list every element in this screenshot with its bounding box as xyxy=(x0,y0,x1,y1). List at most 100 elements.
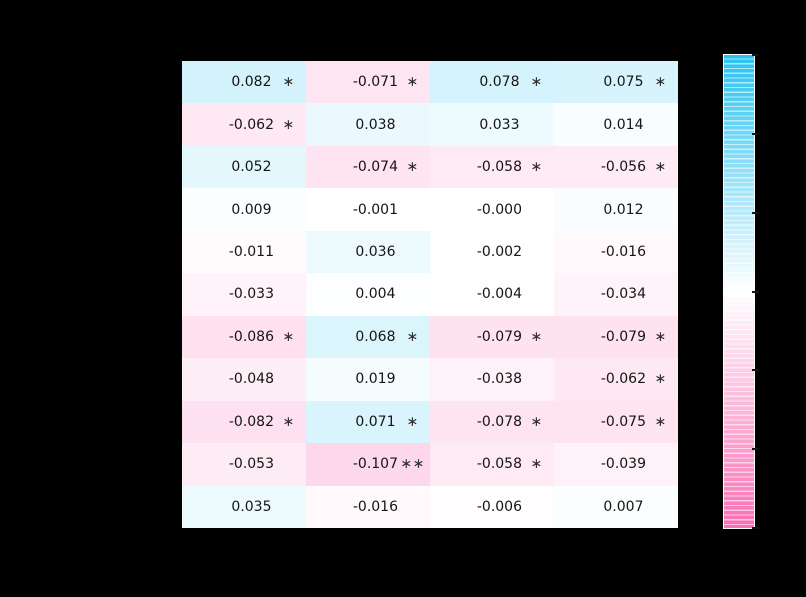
heatmap-cell: -0.011 xyxy=(182,230,306,274)
heatmap-cell: 0.082 ∗ xyxy=(182,61,306,104)
colorbar-tick xyxy=(751,448,759,451)
cell-value: -0.034 xyxy=(600,286,647,303)
cell-value: 0.078 xyxy=(479,74,520,91)
cell-value: 0.071 xyxy=(355,413,396,430)
heatmap-cell: 0.078 ∗ xyxy=(430,61,554,104)
heatmap-cell: -0.075 ∗ xyxy=(554,400,678,444)
significance-stars: ∗ xyxy=(530,159,543,176)
cell-value: 0.036 xyxy=(355,244,396,261)
heatmap-cell: -0.001 xyxy=(306,188,430,231)
heatmap-cell: -0.086 ∗ xyxy=(182,315,306,359)
colorbar-tick xyxy=(751,369,759,372)
cell-value: -0.053 xyxy=(228,456,275,473)
heatmap-cell: 0.035 xyxy=(182,485,306,528)
cell-value: -0.062 xyxy=(600,371,647,388)
cell-value: -0.001 xyxy=(352,201,399,218)
significance-stars: ∗ xyxy=(282,74,295,91)
heatmap-cell: -0.016 xyxy=(554,230,678,274)
heatmap-cell: -0.053 xyxy=(182,443,306,486)
heatmap-cell: 0.007 xyxy=(554,485,678,528)
cell-value: 0.004 xyxy=(355,286,396,303)
heatmap-cell: 0.033 xyxy=(430,103,554,146)
cell-value: -0.048 xyxy=(228,371,275,388)
colorbar-tick xyxy=(751,290,759,293)
cell-value: -0.058 xyxy=(476,159,523,176)
cell-value: -0.058 xyxy=(476,456,523,473)
significance-stars: ∗∗ xyxy=(400,456,425,473)
significance-stars: ∗ xyxy=(406,159,419,176)
heatmap-cell: -0.058 ∗ xyxy=(430,443,554,486)
cell-value: 0.075 xyxy=(603,74,644,91)
cell-value: -0.056 xyxy=(600,159,647,176)
cell-value: 0.033 xyxy=(479,116,520,133)
cell-value: -0.002 xyxy=(476,244,523,261)
heatmap-cell: -0.002 xyxy=(430,230,554,274)
cell-value: -0.079 xyxy=(476,328,523,345)
colorbar-tick xyxy=(751,54,759,56)
significance-stars: ∗ xyxy=(654,328,667,345)
heatmap-cell: 0.036 xyxy=(306,230,430,274)
heatmap-cell: 0.038 xyxy=(306,103,430,146)
heatmap-cell: -0.048 xyxy=(182,358,306,401)
heatmap-cell: -0.038 xyxy=(430,358,554,401)
colorbar-stripes xyxy=(724,55,754,528)
heatmap-cell: -0.079 ∗ xyxy=(430,315,554,359)
cell-value: -0.033 xyxy=(228,286,275,303)
cell-value: -0.075 xyxy=(600,413,647,430)
cell-value: 0.052 xyxy=(231,159,272,176)
cell-value: -0.078 xyxy=(476,413,523,430)
significance-stars: ∗ xyxy=(654,413,667,430)
cell-value: -0.016 xyxy=(352,498,399,515)
cell-value: -0.016 xyxy=(600,244,647,261)
significance-stars: ∗ xyxy=(282,413,295,430)
heatmap-cell: -0.078 ∗ xyxy=(430,400,554,444)
significance-stars: ∗ xyxy=(654,371,667,388)
colorbar-tick xyxy=(751,132,759,135)
heatmap-cell: 0.012 xyxy=(554,188,678,231)
heatmap-cell: -0.062 ∗ xyxy=(554,358,678,401)
heatmap-cell: -0.082 ∗ xyxy=(182,400,306,444)
significance-stars: ∗ xyxy=(530,413,543,430)
significance-stars: ∗ xyxy=(654,159,667,176)
heatmap-cell: -0.074 ∗ xyxy=(306,145,430,189)
cell-value: -0.071 xyxy=(352,74,399,91)
cell-value: -0.107 xyxy=(352,456,399,473)
heatmap-cell: -0.056 ∗ xyxy=(554,145,678,189)
significance-stars: ∗ xyxy=(406,328,419,345)
significance-stars: ∗ xyxy=(406,413,419,430)
cell-value: -0.039 xyxy=(600,456,647,473)
heatmap-cell: -0.034 xyxy=(554,273,678,316)
significance-stars: ∗ xyxy=(530,328,543,345)
cell-value: -0.011 xyxy=(228,244,275,261)
cell-value: 0.068 xyxy=(355,328,396,345)
heatmap-cell: -0.000 xyxy=(430,188,554,231)
significance-stars: ∗ xyxy=(530,456,543,473)
cell-value: -0.086 xyxy=(228,328,275,345)
cell-value: 0.014 xyxy=(603,116,644,133)
heatmap-cell: -0.058 ∗ xyxy=(430,145,554,189)
heatmap-cell: -0.004 xyxy=(430,273,554,316)
cell-value: 0.038 xyxy=(355,116,396,133)
cell-value: 0.082 xyxy=(231,74,272,91)
significance-stars: ∗ xyxy=(530,74,543,91)
heatmap-cell: -0.033 xyxy=(182,273,306,316)
colorbar-tick xyxy=(751,211,759,214)
significance-stars: ∗ xyxy=(282,328,295,345)
heatmap-cell: 0.071 ∗ xyxy=(306,400,430,444)
heatmap-cell: -0.016 xyxy=(306,485,430,528)
heatmap-cell: 0.014 xyxy=(554,103,678,146)
cell-value: 0.019 xyxy=(355,371,396,388)
cell-value: -0.038 xyxy=(476,371,523,388)
cell-value: -0.000 xyxy=(476,201,523,218)
cell-value: -0.082 xyxy=(228,413,275,430)
cell-value: -0.074 xyxy=(352,159,399,176)
cell-value: -0.062 xyxy=(228,116,275,133)
cell-value: 0.035 xyxy=(231,498,272,515)
colorbar xyxy=(723,54,759,529)
heatmap-grid: 0.082 ∗ -0.071 ∗ 0.078 ∗ 0.075 ∗ -0.062 ∗ 0.038 0.0… xyxy=(182,61,678,528)
cell-value: -0.006 xyxy=(476,498,523,515)
heatmap-cell: -0.006 xyxy=(430,485,554,528)
cell-value: 0.007 xyxy=(603,498,644,515)
significance-stars: ∗ xyxy=(654,74,667,91)
